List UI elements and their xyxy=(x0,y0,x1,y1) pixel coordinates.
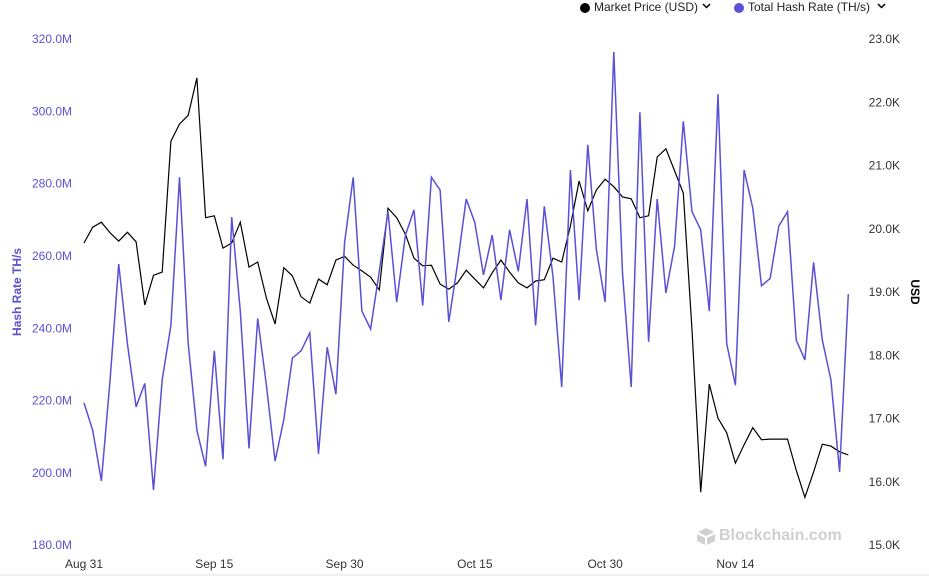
legend-marker[interactable] xyxy=(734,3,744,13)
legend-marker[interactable] xyxy=(580,3,590,13)
y2-tick-label: 18.0K xyxy=(869,348,900,362)
x-tick-label: Oct 30 xyxy=(587,557,623,571)
x-tick-label: Nov 14 xyxy=(716,557,754,571)
y-axis-title: Hash Rate TH/s xyxy=(10,248,24,336)
x-tick-label: Oct 15 xyxy=(457,557,493,571)
series-line xyxy=(83,51,850,491)
y-tick-label: 280.0M xyxy=(32,177,72,191)
y2-tick-label: 15.0K xyxy=(869,538,900,552)
y-tick-label: 200.0M xyxy=(32,466,72,480)
y-tick-label: 320.0M xyxy=(32,32,72,46)
y2-tick-label: 20.0K xyxy=(869,222,900,236)
watermark-icon xyxy=(697,528,715,545)
y-tick-label: 300.0M xyxy=(32,104,72,118)
y-tick-label: 180.0M xyxy=(32,538,72,552)
y2-tick-label: 16.0K xyxy=(869,475,900,489)
legend-chevron[interactable] xyxy=(702,3,711,9)
x-tick-label: Sep 15 xyxy=(195,557,233,571)
y2-tick-label: 19.0K xyxy=(869,285,900,299)
y2-tick-label: 23.0K xyxy=(869,32,900,46)
watermark: Blockchain.com xyxy=(719,527,842,544)
y2-tick-label: 22.0K xyxy=(869,95,900,109)
series-line xyxy=(83,77,849,500)
y-tick-label: 240.0M xyxy=(32,321,72,335)
x-tick-label: Aug 31 xyxy=(65,557,103,571)
legend-label[interactable]: Total Hash Rate (TH/s) xyxy=(748,0,870,14)
legend-chevron[interactable] xyxy=(877,3,886,9)
legend-label[interactable]: Market Price (USD) xyxy=(594,0,698,14)
y-tick-label: 260.0M xyxy=(32,249,72,263)
y-tick-label: 220.0M xyxy=(32,394,72,408)
y2-tick-label: 21.0K xyxy=(869,159,900,173)
x-tick-label: Sep 30 xyxy=(326,557,364,571)
y2-tick-label: 17.0K xyxy=(869,412,900,426)
y2-axis-title: USD xyxy=(908,279,922,305)
